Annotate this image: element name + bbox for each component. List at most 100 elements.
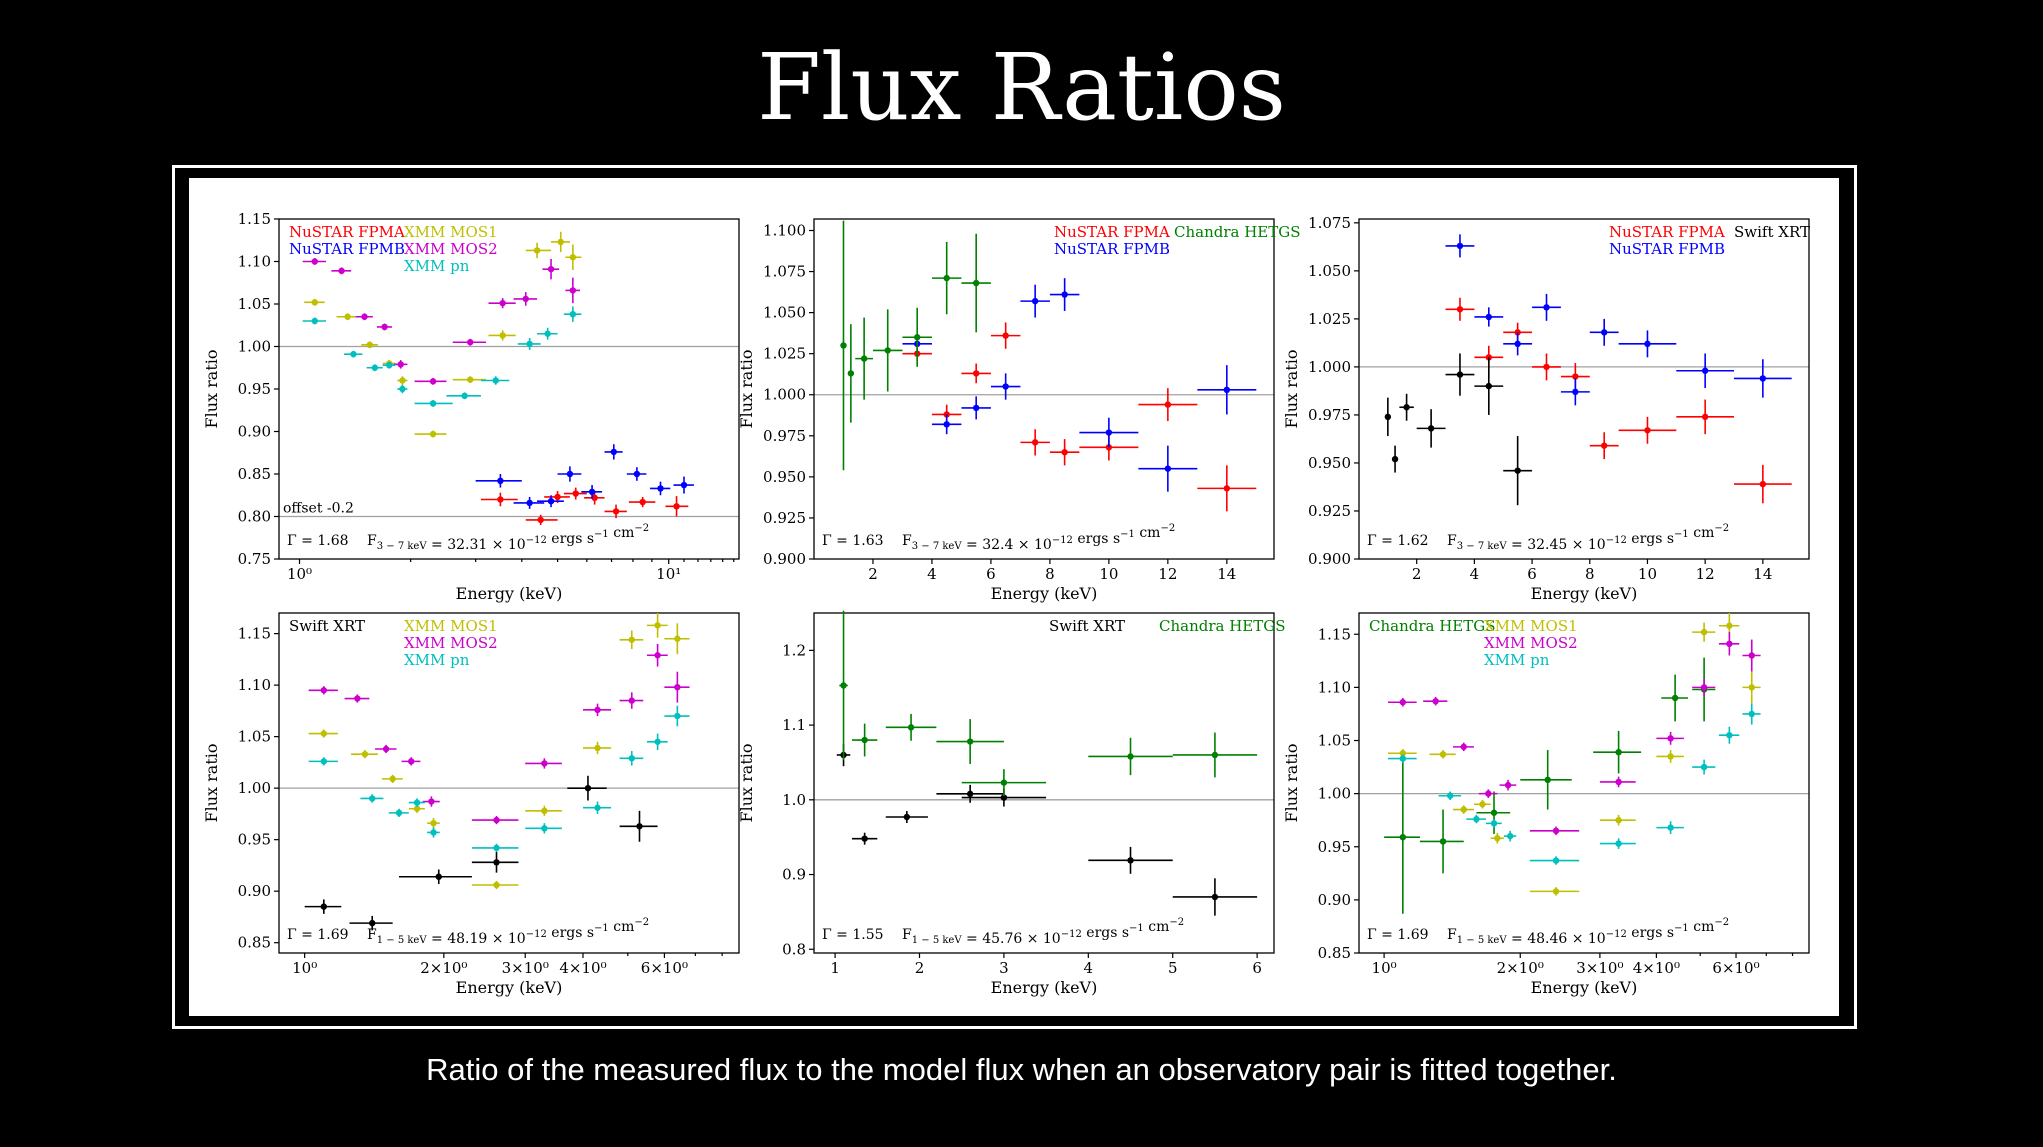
legend-nustar-fpmb: NuSTAR FPMB <box>289 240 405 258</box>
data-point <box>594 804 601 811</box>
data-point <box>1432 697 1439 705</box>
data-point <box>657 485 664 492</box>
x-tick-label: 10 <box>1638 565 1657 583</box>
data-point <box>557 238 564 246</box>
data-point <box>499 299 506 307</box>
data-point <box>1600 329 1608 336</box>
x-tick-label: 10⁰ <box>287 565 312 583</box>
y-tick-label: 1.15 <box>238 210 271 228</box>
x-tick-label: 12 <box>1158 565 1177 583</box>
data-point <box>320 687 328 694</box>
data-point <box>428 798 435 805</box>
data-point <box>840 682 847 689</box>
data-point <box>1031 439 1039 446</box>
series-nustar-fpma <box>902 322 1257 512</box>
legend-xmm-pn: XMM pn <box>404 257 470 275</box>
legend-xmm-mos2: XMM MOS2 <box>404 240 498 258</box>
x-tick-label: 4 <box>1084 959 1094 977</box>
y-tick-label: 1.15 <box>238 625 271 643</box>
data-point <box>1439 838 1447 845</box>
series-xmm-pn <box>308 705 690 853</box>
data-point <box>381 323 388 331</box>
legend-xmm-mos2: XMM MOS2 <box>404 634 498 652</box>
data-point <box>554 493 561 501</box>
data-point <box>966 790 974 798</box>
y-tick-label: 1.10 <box>1318 678 1351 696</box>
data-point <box>541 760 548 767</box>
data-point <box>860 355 868 362</box>
y-tick-label: 1.15 <box>1318 625 1351 643</box>
flux-annotation: F1 − 5 keV = 48.19 × 10−12 ergs s−1 cm−2 <box>367 917 649 947</box>
gamma-annotation: Γ = 1.62 <box>1367 533 1429 549</box>
x-tick-label: 8 <box>1045 565 1055 583</box>
plot-area-frame <box>813 218 1275 560</box>
plot-area-frame <box>1358 218 1810 560</box>
data-point <box>654 738 661 745</box>
data-point <box>1759 480 1767 488</box>
data-point <box>1127 753 1134 760</box>
data-point <box>1446 792 1454 799</box>
legend-chandra-hetgs: Chandra HETGS <box>1174 223 1301 241</box>
data-point <box>1399 833 1407 841</box>
series-chandra-hetgs <box>840 220 991 471</box>
offset-label: offset -0.2 <box>283 501 354 517</box>
data-point <box>1615 840 1622 847</box>
data-point <box>1615 816 1622 824</box>
data-point <box>429 378 437 385</box>
legend-xmm-pn: XMM pn <box>1484 651 1550 669</box>
data-point <box>1506 832 1514 840</box>
data-point <box>572 490 579 497</box>
data-point <box>1544 776 1551 784</box>
plot-area-frame <box>278 612 740 954</box>
chart-panel-5: 0.8 0.9 1.0 1.1 1.2 1 2 3 4 5 6 Energy (keV) Flux ra… <box>737 610 1286 997</box>
gamma-annotation: Γ = 1.69 <box>1367 927 1429 943</box>
data-point <box>584 784 592 792</box>
y-tick-label: 0.900 <box>763 550 806 568</box>
x-tick-label: 2×10⁰ <box>420 959 467 977</box>
y-tick-label: 1.00 <box>238 338 271 356</box>
data-point <box>1667 735 1674 742</box>
data-point <box>674 683 681 691</box>
data-point <box>354 695 361 702</box>
chart-panel-1: offset -0.2 0.75 0.80 0.85 0.90 0.95 1.00 1.05 1… <box>202 210 740 603</box>
data-point <box>588 488 596 496</box>
data-point <box>1439 751 1447 758</box>
x-tick-label: 2 <box>1412 565 1422 583</box>
y-tick-label: 0.85 <box>238 465 271 483</box>
data-point <box>1543 304 1550 311</box>
data-point <box>320 730 328 737</box>
series-nustar-fpma <box>1445 297 1792 504</box>
slide-title: Flux Ratios <box>757 34 1286 141</box>
data-point <box>344 313 351 320</box>
chart-panel-4: 0.85 0.90 0.95 1.00 1.05 1.10 1.15 10⁰ 2×10⁰ 3×10… <box>202 612 740 997</box>
series-nustar-fpmb <box>1445 234 1792 406</box>
x-tick-label: 10¹ <box>656 565 681 583</box>
data-point <box>311 317 318 325</box>
x-tick-label: 4 <box>927 565 937 583</box>
data-point <box>399 377 406 384</box>
data-point <box>1031 297 1039 305</box>
series-xmm-mos2 <box>302 258 580 385</box>
data-point <box>526 340 533 348</box>
data-point <box>1552 857 1560 864</box>
series-nustar-fpma <box>480 487 689 525</box>
x-tick-label: 3×10⁰ <box>502 959 549 977</box>
y-tick-label: 0.925 <box>1308 502 1351 520</box>
legend-xmm-mos1: XMM MOS1 <box>1484 617 1578 635</box>
data-point <box>569 254 577 261</box>
data-point <box>1384 413 1392 421</box>
y-tick-label: 1.00 <box>238 779 271 797</box>
data-point <box>1490 820 1498 827</box>
y-tick-label: 1.05 <box>238 728 271 746</box>
data-point <box>541 807 548 815</box>
x-tick-label: 2 <box>915 959 925 977</box>
gamma-annotation: Γ = 1.63 <box>822 533 884 549</box>
legend-nustar-fpma: NuSTAR FPMA <box>289 223 405 241</box>
x-tick-label: 4×10⁰ <box>559 959 606 977</box>
data-point <box>884 347 891 354</box>
series-xmm-mos2 <box>1387 632 1761 836</box>
flux-annotation: F3 − 7 keV = 32.31 × 10−12 ergs s−1 cm−2 <box>367 523 649 553</box>
data-point <box>673 503 680 510</box>
data-point <box>1485 382 1493 390</box>
series-xmm-pn <box>1387 703 1761 865</box>
